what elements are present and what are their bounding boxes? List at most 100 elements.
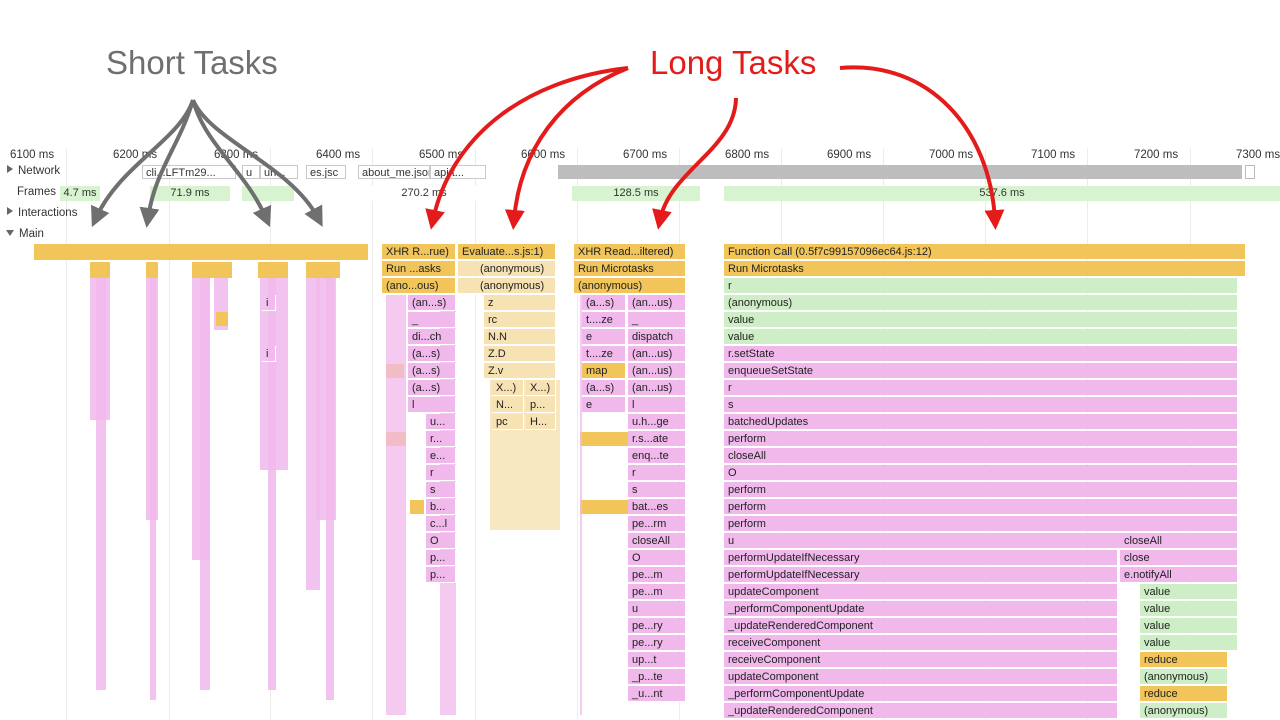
flame-entry[interactable]: u	[628, 601, 686, 617]
flame-entry[interactable]: O	[628, 550, 686, 566]
flame-entry[interactable]: _performComponentUpdate	[724, 686, 1118, 702]
flame-entry[interactable]: pe...ry	[628, 618, 686, 634]
flame-entry[interactable]: perform	[724, 516, 1238, 532]
interactions-track-toggle[interactable]: Interactions	[7, 207, 77, 219]
flame-entry[interactable]: s	[426, 482, 456, 498]
flame-entry[interactable]: batchedUpdates	[724, 414, 1238, 430]
network-track-toggle[interactable]: Network	[7, 165, 60, 177]
flame-entry[interactable]: pc	[492, 414, 524, 430]
flame-entry[interactable]: perform	[724, 431, 1238, 447]
flame-entry[interactable]: bat...es	[628, 499, 686, 515]
flame-entry[interactable]: (a...s)	[408, 346, 456, 362]
flame-entry[interactable]: (a...s)	[408, 363, 456, 379]
flame-entry[interactable]: map	[582, 363, 626, 379]
short-task-block[interactable]	[192, 262, 232, 278]
flame-entry[interactable]: (anonymous)	[1140, 703, 1228, 719]
flame-entry[interactable]: (an...us)	[628, 295, 686, 311]
flame-entry[interactable]: X...)	[492, 380, 524, 396]
flame-entry[interactable]: b...	[426, 499, 456, 515]
flame-entry[interactable]: Function Call (0.5f7c99157096ec64.js:12)	[724, 244, 1246, 260]
flame-entry[interactable]: N...	[492, 397, 524, 413]
flame-entry[interactable]: (an...us)	[628, 363, 686, 379]
short-task-block[interactable]	[410, 500, 424, 514]
flame-entry[interactable]: O	[724, 465, 1238, 481]
flame-entry[interactable]: closeAll	[724, 448, 1238, 464]
flame-entry[interactable]: Run ...asks	[382, 261, 456, 277]
short-task-block[interactable]	[90, 262, 110, 278]
network-request[interactable]: es.jsc	[306, 165, 346, 179]
flame-entry[interactable]: r	[724, 380, 1238, 396]
flame-entry[interactable]: up...t	[628, 652, 686, 668]
flame-entry[interactable]: p...	[426, 567, 456, 583]
flame-entry[interactable]: _updateRenderedComponent	[724, 703, 1118, 719]
short-task-stack[interactable]	[150, 262, 156, 700]
flame-entry[interactable]: s	[724, 397, 1238, 413]
flame-entry[interactable]: l	[628, 397, 686, 413]
flame-entry[interactable]: (an...s)	[408, 295, 456, 311]
flame-entry[interactable]: performUpdateIfNecessary	[724, 550, 1118, 566]
flame-entry[interactable]: u...	[426, 414, 456, 430]
frame-duration[interactable]: 270.2 ms	[300, 186, 548, 201]
flame-entry[interactable]: r.s...ate	[628, 431, 686, 447]
flame-entry[interactable]: perform	[724, 482, 1238, 498]
flame-entry[interactable]: u.h...ge	[628, 414, 686, 430]
flame-entry[interactable]: (a...s)	[408, 380, 456, 396]
flame-entry[interactable]: e...	[426, 448, 456, 464]
short-task-block[interactable]	[258, 262, 288, 278]
main-track-bar[interactable]	[34, 244, 368, 260]
short-task-stack[interactable]	[96, 262, 106, 690]
flame-entry[interactable]: c...l	[426, 516, 456, 532]
flame-entry[interactable]: value	[724, 329, 1238, 345]
flame-entry[interactable]: l	[408, 397, 456, 413]
flame-entry[interactable]: di...ch	[408, 329, 456, 345]
flame-entry[interactable]: reduce	[1140, 652, 1228, 668]
flame-entry[interactable]: pe...m	[628, 584, 686, 600]
flame-entry[interactable]: (anonymous)	[574, 278, 686, 294]
flame-entry[interactable]: (ano...ous)	[382, 278, 456, 294]
flame-entry[interactable]: (a...s)	[582, 380, 626, 396]
flame-entry[interactable]: pe...rm	[628, 516, 686, 532]
short-task-block[interactable]	[580, 432, 632, 446]
flame-entry[interactable]: _	[628, 312, 686, 328]
flame-entry[interactable]: receiveComponent	[724, 652, 1118, 668]
flame-entry[interactable]: receiveComponent	[724, 635, 1118, 651]
flame-entry[interactable]: value	[1140, 635, 1238, 651]
flame-entry[interactable]: _performComponentUpdate	[724, 601, 1118, 617]
flame-entry[interactable]: perform	[724, 499, 1238, 515]
flame-entry[interactable]: pe...ry	[628, 635, 686, 651]
flame-entry[interactable]: XHR Read...iltered)	[574, 244, 686, 260]
short-task-block[interactable]	[216, 312, 228, 326]
flame-entry[interactable]: closeAll	[1120, 533, 1238, 549]
flame-entry[interactable]: XHR R...rue)	[382, 244, 456, 260]
flame-entry[interactable]: r	[724, 278, 1238, 294]
short-task-stack[interactable]	[200, 262, 210, 690]
flame-entry[interactable]: (an...us)	[628, 380, 686, 396]
flame-entry[interactable]: performUpdateIfNecessary	[724, 567, 1118, 583]
flame-entry[interactable]: (anonymous)	[1140, 669, 1228, 685]
flame-entry[interactable]: reduce	[1140, 686, 1228, 702]
short-task-block[interactable]	[580, 500, 628, 514]
flame-entry[interactable]: enq...te	[628, 448, 686, 464]
flame-entry[interactable]: Run Microtasks	[574, 261, 686, 277]
short-task-block[interactable]	[146, 262, 158, 278]
network-request[interactable]: u	[242, 165, 260, 179]
flame-entry[interactable]: (a...s)	[582, 295, 626, 311]
flame-entry[interactable]: _updateRenderedComponent	[724, 618, 1118, 634]
flame-entry[interactable]: Z.D	[484, 346, 556, 362]
flame-entry[interactable]: e	[582, 397, 626, 413]
frame-duration[interactable]: 4.7 ms	[60, 186, 100, 201]
flame-entry[interactable]: N.N	[484, 329, 556, 345]
flame-entry[interactable]: updateComponent	[724, 584, 1118, 600]
flame-entry[interactable]: rc	[484, 312, 556, 328]
flame-entry[interactable]: i	[262, 295, 276, 311]
network-request[interactable]: cli...LFTm29...	[142, 165, 236, 179]
flame-entry[interactable]: i	[262, 346, 276, 362]
flame-entry[interactable]: z	[484, 295, 556, 311]
flame-entry[interactable]: value	[724, 312, 1238, 328]
flame-entry[interactable]: Z.v	[484, 363, 556, 379]
short-task-stack[interactable]	[326, 262, 334, 700]
flame-entry[interactable]: r	[426, 465, 456, 481]
flame-entry[interactable]: updateComponent	[724, 669, 1118, 685]
flame-entry[interactable]: O	[426, 533, 456, 549]
flame-entry[interactable]: X...)	[526, 380, 556, 396]
